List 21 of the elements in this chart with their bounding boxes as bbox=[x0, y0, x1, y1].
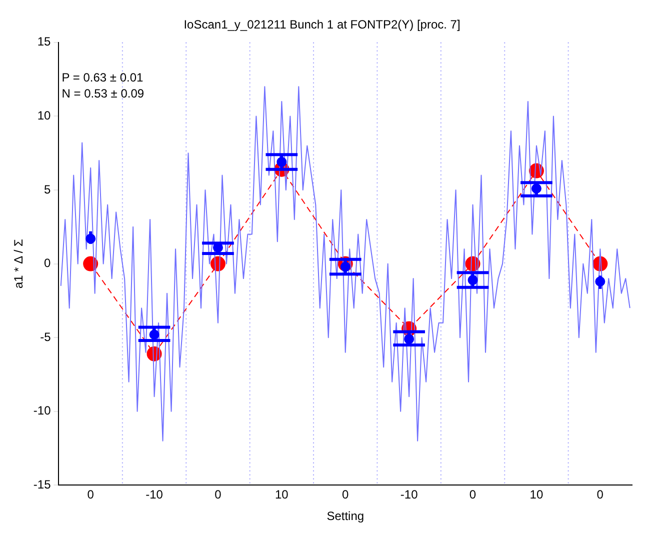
y-tick-label: 15 bbox=[37, 34, 52, 49]
x-tick-label: -10 bbox=[400, 488, 418, 502]
y-axis-title: a1 * Δ / Σ bbox=[12, 239, 26, 289]
x-tick-label: 0 bbox=[596, 488, 604, 502]
y-tick-label: 10 bbox=[37, 108, 52, 123]
y-tick-label: -5 bbox=[40, 330, 52, 344]
y-tick-label: -10 bbox=[33, 404, 52, 418]
x-tick-label: 10 bbox=[530, 488, 544, 502]
y-tick-label: -15 bbox=[33, 478, 52, 492]
x-axis-title: Setting bbox=[326, 509, 364, 524]
x-tick-label: -10 bbox=[146, 488, 164, 502]
x-tick-label: 0 bbox=[214, 488, 222, 502]
y-tick-label: 5 bbox=[44, 182, 52, 196]
chart-title: IoScan1_y_021211 Bunch 1 at FONTP2(Y) [proc. 7] bbox=[184, 18, 460, 32]
annotation: N = 0.53 ± 0.09 bbox=[62, 86, 144, 101]
y-tick-label: 0 bbox=[44, 256, 52, 270]
annotation: P = 0.63 ± 0.01 bbox=[62, 70, 144, 85]
x-tick-label: 0 bbox=[342, 488, 350, 502]
x-tick-label: 0 bbox=[87, 488, 94, 502]
x-tick-label: 0 bbox=[469, 488, 476, 502]
x-tick-label: 10 bbox=[274, 488, 289, 502]
